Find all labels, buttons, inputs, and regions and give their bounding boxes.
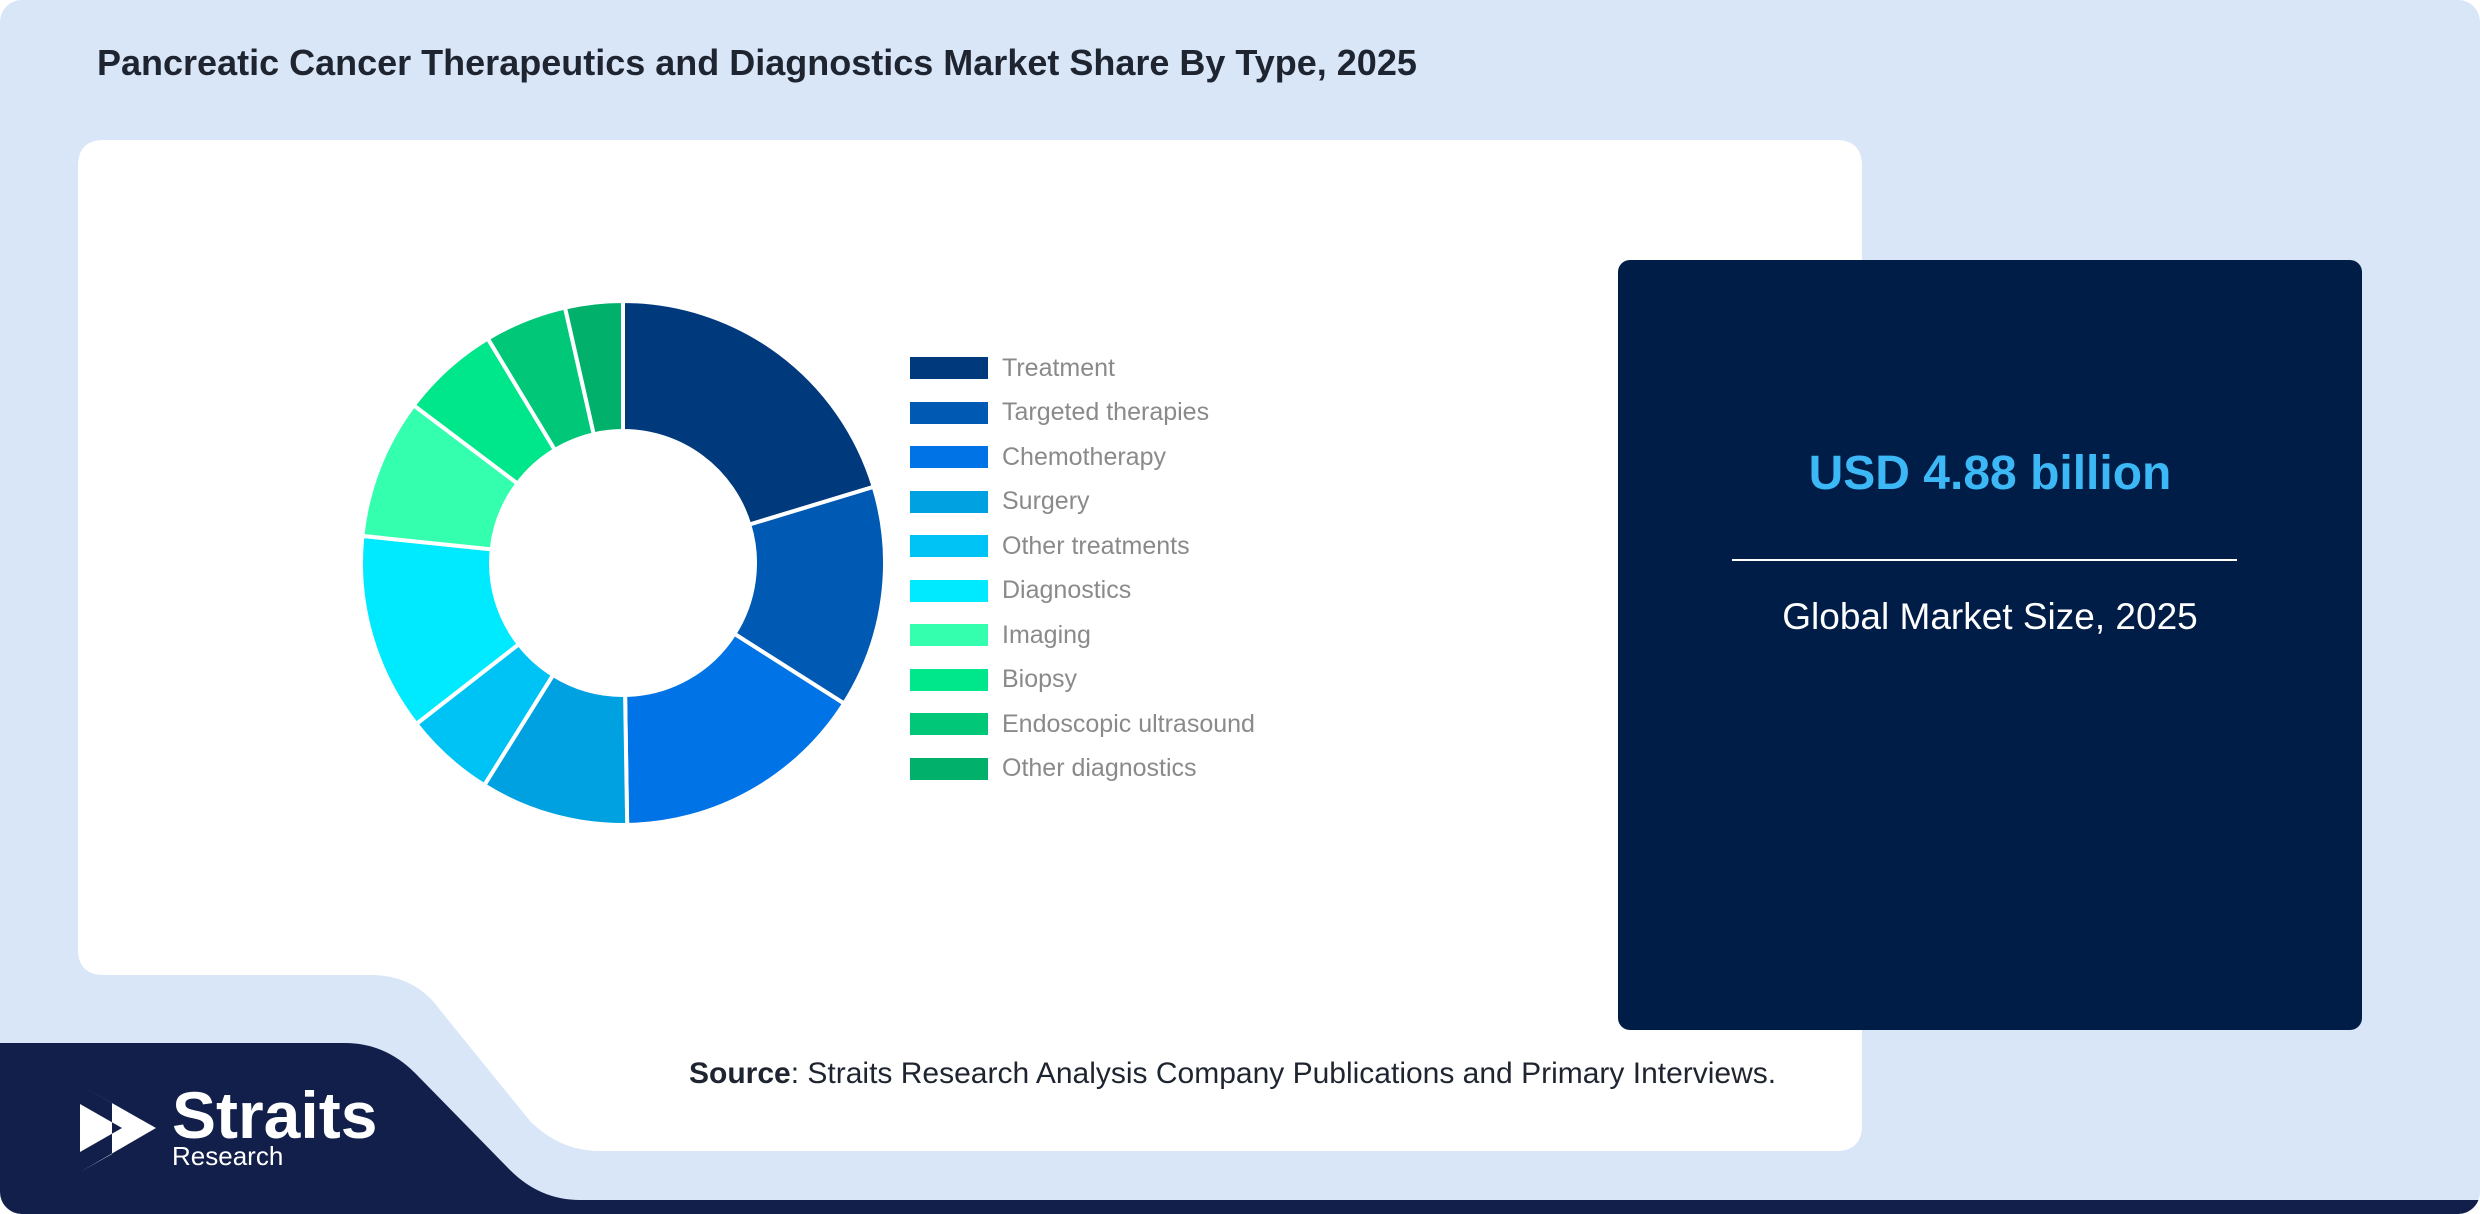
legend-label: Targeted therapies: [1002, 398, 1210, 427]
legend-label: Surgery: [1002, 487, 1090, 516]
slice-targeted-therapies: [731, 484, 887, 707]
legend-swatch: [910, 401, 988, 424]
legend-swatch: [910, 757, 988, 780]
card-divider: [1732, 559, 2237, 561]
legend-item-chemotherapy: Chemotherapy: [910, 435, 1255, 480]
legend-item-diagnostics: Diagnostics: [910, 569, 1255, 614]
legend-item-surgery: Surgery: [910, 480, 1255, 525]
legend-swatch: [910, 579, 988, 602]
market-size-card: USD 4.88 billion Global Market Size, 202…: [1618, 260, 2362, 1030]
legend-swatch: [910, 713, 988, 736]
market-size-label: Global Market Size, 2025: [1782, 596, 2198, 637]
legend-label: Imaging: [1002, 620, 1091, 649]
legend-item-biopsy: Biopsy: [910, 658, 1255, 703]
legend-item-other-treatments: Other treatments: [910, 524, 1255, 569]
chart-legend: Treatment Targeted therapies Chemotherapy S…: [910, 346, 1255, 791]
straits-arrow-icon: [80, 1085, 156, 1172]
slice-chemotherapy: [623, 631, 847, 827]
source-text: : Straits Research Analysis Company Publ…: [790, 1057, 1777, 1090]
legend-label: Endoscopic ultrasound: [1002, 709, 1255, 738]
logo-subtitle: Research: [172, 1141, 284, 1171]
slice-treatment: [621, 298, 877, 528]
legend-item-treatment: Treatment: [910, 346, 1255, 391]
legend-label: Diagnostics: [1002, 576, 1132, 605]
legend-swatch: [910, 490, 988, 513]
legend-item-imaging: Imaging: [910, 613, 1255, 658]
legend-label: Treatment: [1002, 353, 1116, 382]
source-label: Source: [689, 1057, 791, 1090]
legend-swatch: [910, 535, 988, 558]
logo-wordmark: Straits: [172, 1078, 378, 1152]
legend-swatch: [910, 357, 988, 380]
legend-swatch: [910, 668, 988, 691]
legend-item-targeted-therapies: Targeted therapies: [910, 391, 1255, 436]
legend-label: Chemotherapy: [1002, 442, 1166, 471]
legend-label: Other diagnostics: [1002, 754, 1197, 783]
legend-label: Other treatments: [1002, 531, 1190, 560]
legend-swatch: [910, 624, 988, 647]
legend-label: Biopsy: [1002, 665, 1078, 694]
legend-swatch: [910, 446, 988, 469]
market-size-value: USD 4.88 billion: [1808, 447, 2172, 500]
source-note: Source: Straits Research Analysis Compan…: [689, 1057, 1776, 1091]
chart-title: Pancreatic Cancer Therapeutics and Diagn…: [97, 42, 1417, 83]
legend-item-endoscopic-ultrasound: Endoscopic ultrasound: [910, 702, 1255, 747]
slice-other-diagnostics: [562, 298, 625, 437]
legend-item-other-diagnostics: Other diagnostics: [910, 747, 1255, 792]
